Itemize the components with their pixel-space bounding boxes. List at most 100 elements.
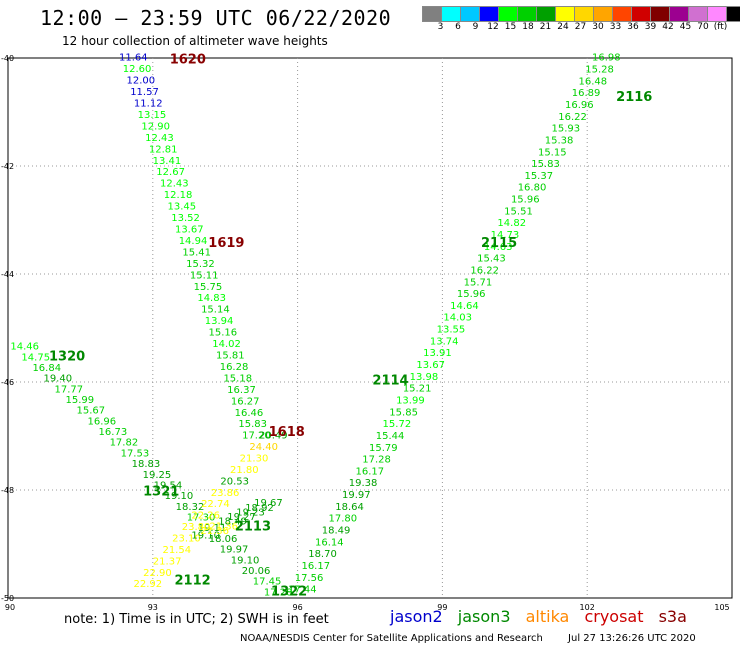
wave-height-value: 15.28 [585, 65, 614, 76]
wave-height-value: 15.16 [209, 328, 238, 339]
pass-hour-label: 1320 [49, 349, 85, 364]
wave-height-value: 16.17 [301, 561, 330, 572]
colorbar-label: 42 [662, 22, 674, 32]
wave-height-value: 24.40 [249, 442, 278, 453]
colorbar-swatch [479, 6, 499, 22]
colorbar-swatch [593, 6, 613, 22]
hour-labels: 1620 1619 1618 1320 1321 1322 2112 2113 2114 2115… [49, 52, 652, 599]
wave-height-value: 12.90 [141, 121, 170, 132]
wave-height-value: 17.30 [187, 513, 216, 524]
wave-height-value: 14.03 [443, 313, 472, 324]
wave-height-value: 15.32 [186, 259, 215, 270]
wave-height-value: 17.44 [288, 585, 317, 596]
colorbar-swatch [441, 6, 461, 22]
wave-height-value: 19.40 [43, 374, 72, 385]
wave-height-value: 13.45 [167, 202, 196, 213]
gridlines [8, 58, 732, 598]
wave-height-value: 21.36 [209, 521, 238, 532]
colorbar-label: 45 [679, 22, 692, 32]
x-tick-label: 96 [293, 603, 303, 612]
page-subtitle: 12 hour collection of altimeter wave hei… [62, 34, 328, 48]
wave-height-value: 16.48 [579, 76, 608, 87]
y-tick-label: -40 [1, 54, 14, 63]
wave-height-value: 20.49 [259, 431, 288, 442]
wave-height-value: 12.60 [123, 64, 152, 75]
colorbar-label: 24 [557, 22, 569, 32]
wave-height-value: 23.10 [172, 534, 201, 545]
colorbar-swatch [726, 6, 740, 22]
wave-height-value: 17.77 [54, 384, 83, 395]
wave-height-value: 15.96 [511, 195, 540, 206]
wave-height-value: 22.74 [201, 499, 230, 510]
wave-height-value: 15.75 [194, 282, 223, 293]
y-tick-label: -50 [1, 594, 14, 603]
colorbar [422, 6, 740, 22]
pass-hour-label: 1322 [271, 584, 307, 599]
pass-hour-label: 2116 [616, 90, 652, 105]
wave-height-value: 15.81 [216, 351, 245, 362]
wave-height-value: 12.43 [145, 133, 174, 144]
pass-hour-label: 1321 [143, 484, 179, 499]
y-tick-label: -42 [1, 162, 14, 171]
wave-height-value: 16.96 [565, 100, 594, 111]
wave-height-value: 21.54 [162, 545, 191, 556]
wave-height-value: 17.45 [253, 577, 282, 588]
wave-height-value: 18.06 [209, 534, 238, 545]
colorbar-label: 12 [487, 22, 499, 32]
wave-height-value: 14.63 [484, 242, 513, 253]
wave-height-value: 15.85 [389, 407, 418, 418]
footer-org: NOAA/NESDIS Center for Satellite Applica… [240, 633, 543, 644]
wave-height-value: 16.37 [227, 385, 256, 396]
pass-hour-label: 2114 [372, 374, 408, 389]
wave-height-value: 15.71 [464, 277, 493, 288]
wave-height-value: 13.55 [437, 325, 466, 336]
wave-height-value: 18.32 [176, 502, 205, 513]
wave-height-value: 13.15 [138, 110, 167, 121]
wave-height-value: 16.14 [315, 537, 344, 548]
x-tick-label: 93 [148, 603, 158, 612]
wave-height-value: 15.11 [190, 270, 219, 281]
wave-height-value: 19.38 [349, 478, 378, 489]
wave-height-value: 15.18 [223, 373, 252, 384]
pass-hour-label: 1620 [170, 52, 206, 67]
wave-height-value: 15.67 [77, 406, 106, 417]
wave-height-value: 16.17 [356, 466, 385, 477]
wave-height-value: 20.53 [220, 476, 249, 487]
wave-height-value: 15.96 [457, 289, 486, 300]
wave-height-value: 16.89 [572, 88, 601, 99]
colorbar-swatch [498, 6, 518, 22]
x-tick-label: 105 [714, 603, 729, 612]
legend-jason2: jason2 [390, 607, 443, 626]
wave-height-value: 12.00 [126, 76, 155, 87]
legend-cryosat: cryosat [584, 607, 644, 626]
wave-height-value: 17.28 [264, 587, 293, 598]
y-tick-label: -46 [1, 378, 14, 387]
axis-labels: 90 93 96 99 102 105 -40 -42 -44 -46 -48 -50 [1, 54, 730, 612]
wave-height-value: 17.20 [242, 431, 271, 442]
wave-height-value: 13.99 [396, 395, 425, 406]
wave-height-value: 15.41 [182, 247, 211, 258]
wave-height-value: 15.43 [477, 254, 506, 265]
colorbar-swatch [612, 6, 632, 22]
wave-height-value: 15.83 [531, 159, 560, 170]
wave-height-value: 14.46 [10, 342, 39, 353]
page-title: 12:00 – 23:59 UTC 06/22/2020 [40, 6, 392, 30]
footer: NOAA/NESDIS Center for Satellite Applica… [240, 633, 718, 644]
wave-height-value: 19.67 [254, 498, 283, 509]
x-tick-label: 102 [580, 603, 595, 612]
wave-height-value: 19.97 [342, 490, 371, 501]
wave-height-value: 16.46 [235, 408, 264, 419]
note-text: note: 1) Time is in UTC; 2) SWH is in fe… [64, 612, 329, 627]
wave-height-value: 16.96 [88, 416, 117, 427]
colorbar-swatch [422, 6, 442, 22]
wave-height-value: 15.51 [504, 206, 533, 217]
colorbar-label: 27 [574, 22, 587, 32]
wave-height-value: 15.93 [551, 124, 580, 135]
wave-height-value: 18.70 [308, 549, 337, 560]
wave-height-value: 14.94 [179, 236, 208, 247]
wave-height-value: 20.06 [242, 566, 271, 577]
wave-height-value: 15.21 [403, 384, 432, 395]
wave-height-value: 22.92 [133, 579, 162, 590]
wave-height-value: 15.72 [383, 419, 412, 430]
